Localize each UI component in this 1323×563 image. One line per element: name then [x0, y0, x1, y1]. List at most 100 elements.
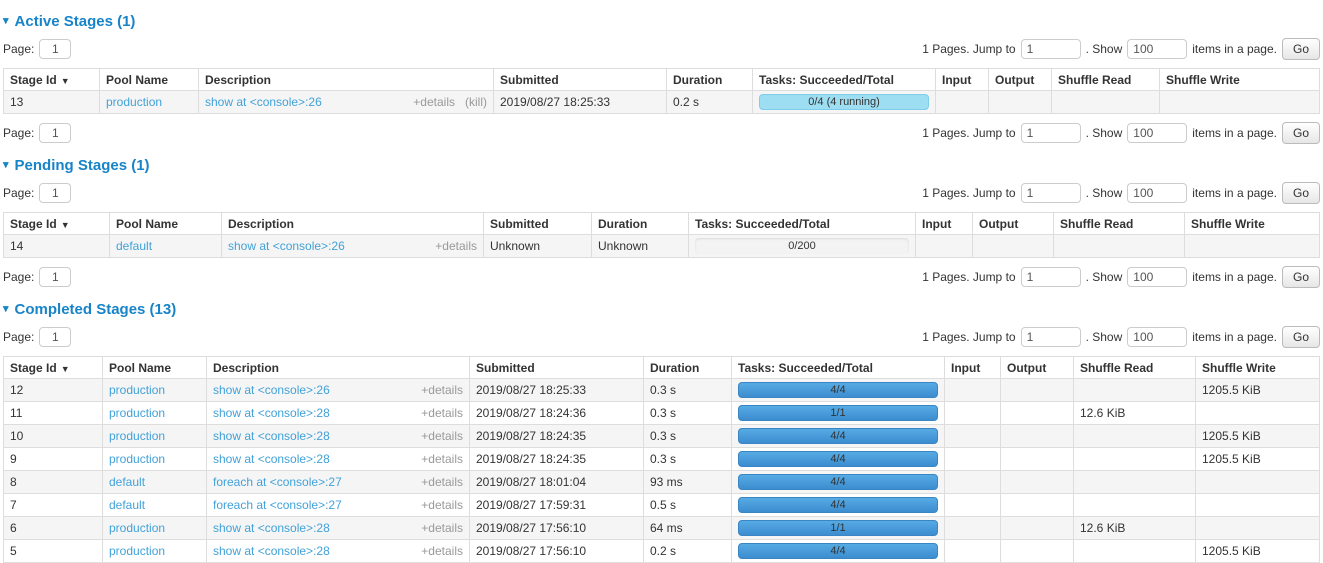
- page-number-input[interactable]: [39, 183, 72, 203]
- jump-to-input[interactable]: [1020, 39, 1081, 59]
- details-toggle[interactable]: +details: [421, 544, 463, 558]
- pool-name-link[interactable]: production: [106, 95, 163, 109]
- pool-name-link[interactable]: production: [109, 521, 166, 535]
- column-header-output[interactable]: Output: [988, 68, 1052, 91]
- column-header-tasks[interactable]: Tasks: Succeeded/Total: [731, 356, 945, 379]
- column-header-pool-name[interactable]: Pool Name: [109, 212, 222, 235]
- column-header-duration[interactable]: Duration: [666, 68, 753, 91]
- column-header-tasks[interactable]: Tasks: Succeeded/Total: [752, 68, 936, 91]
- description-link[interactable]: show at <console>:28: [213, 452, 330, 466]
- show-count-input[interactable]: [1127, 327, 1188, 347]
- jump-to-input[interactable]: [1020, 327, 1081, 347]
- details-toggle[interactable]: +details: [413, 95, 455, 109]
- show-count-input[interactable]: [1127, 183, 1188, 203]
- pool-name-link[interactable]: production: [109, 383, 166, 397]
- jump-to-input[interactable]: [1020, 267, 1081, 287]
- items-per-page-text: items in a page.: [1192, 270, 1277, 284]
- column-header-description[interactable]: Description: [221, 212, 484, 235]
- description-wrap: show at <console>:28 +details: [213, 544, 463, 558]
- section-heading-active-stages[interactable]: ▾ Active Stages (1): [3, 13, 1320, 30]
- tasks-progress-label: 0/200: [788, 240, 816, 252]
- column-header-submitted[interactable]: Submitted: [469, 356, 644, 379]
- column-header-pool-name[interactable]: Pool Name: [102, 356, 207, 379]
- description-link[interactable]: foreach at <console>:27: [213, 475, 342, 489]
- description-cell: show at <console>:26 +details: [221, 234, 484, 258]
- column-header-label: Stage Id: [10, 216, 57, 231]
- page-number-input[interactable]: [39, 39, 72, 59]
- column-header-input[interactable]: Input: [935, 68, 989, 91]
- duration-cell: 0.3 s: [643, 424, 732, 448]
- section-heading-pending-stages[interactable]: ▾ Pending Stages (1): [3, 157, 1320, 174]
- column-header-submitted[interactable]: Submitted: [483, 212, 592, 235]
- column-header-duration[interactable]: Duration: [643, 356, 732, 379]
- shuffle-read-cell: 12.6 KiB: [1073, 401, 1196, 425]
- go-button[interactable]: Go: [1281, 266, 1320, 288]
- column-header-output[interactable]: Output: [1000, 356, 1074, 379]
- column-header-shuffle-write[interactable]: Shuffle Write: [1184, 212, 1320, 235]
- tasks-cell: 4/4: [731, 470, 945, 494]
- column-header-stage-id[interactable]: Stage Id ▼: [3, 356, 103, 379]
- column-header-duration[interactable]: Duration: [591, 212, 689, 235]
- pool-name-link[interactable]: default: [109, 498, 146, 512]
- output-cell: [1000, 493, 1074, 517]
- details-toggle[interactable]: +details: [421, 475, 463, 489]
- column-header-shuffle-read[interactable]: Shuffle Read: [1051, 68, 1160, 91]
- pool-name-link[interactable]: production: [109, 452, 166, 466]
- description-link[interactable]: show at <console>:26: [213, 383, 330, 397]
- page-number-input[interactable]: [39, 267, 72, 287]
- column-header-stage-id[interactable]: Stage Id ▼: [3, 68, 100, 91]
- column-header-input[interactable]: Input: [944, 356, 1001, 379]
- column-header-shuffle-read[interactable]: Shuffle Read: [1053, 212, 1185, 235]
- column-header-stage-id[interactable]: Stage Id ▼: [3, 212, 110, 235]
- jump-to-input[interactable]: [1020, 183, 1081, 203]
- jump-to-input[interactable]: [1020, 123, 1081, 143]
- column-header-pool-name[interactable]: Pool Name: [99, 68, 199, 91]
- page-label: Page:: [3, 126, 35, 140]
- description-link[interactable]: show at <console>:26: [205, 95, 322, 109]
- column-header-shuffle-write[interactable]: Shuffle Write: [1195, 356, 1320, 379]
- details-toggle[interactable]: +details: [421, 452, 463, 466]
- go-button[interactable]: Go: [1281, 182, 1320, 204]
- description-link[interactable]: foreach at <console>:27: [213, 498, 342, 512]
- go-button[interactable]: Go: [1281, 122, 1320, 144]
- go-button[interactable]: Go: [1281, 38, 1320, 60]
- details-toggle[interactable]: +details: [435, 239, 477, 253]
- pool-name-cell: production: [102, 378, 207, 402]
- description-link[interactable]: show at <console>:28: [213, 429, 330, 443]
- column-header-shuffle-write[interactable]: Shuffle Write: [1159, 68, 1320, 91]
- show-count-input[interactable]: [1127, 267, 1188, 287]
- details-toggle[interactable]: +details: [421, 429, 463, 443]
- page-number-input[interactable]: [39, 327, 72, 347]
- column-header-description[interactable]: Description: [198, 68, 494, 91]
- description-link[interactable]: show at <console>:28: [213, 406, 330, 420]
- description-wrap: show at <console>:26 +details: [213, 383, 463, 397]
- tasks-cell: 1/1: [731, 401, 945, 425]
- show-count-input[interactable]: [1127, 39, 1188, 59]
- column-header-description[interactable]: Description: [206, 356, 470, 379]
- description-cell: show at <console>:28 +details: [206, 539, 470, 563]
- column-header-submitted[interactable]: Submitted: [493, 68, 667, 91]
- column-header-output[interactable]: Output: [972, 212, 1054, 235]
- column-header-input[interactable]: Input: [915, 212, 973, 235]
- description-link[interactable]: show at <console>:28: [213, 521, 330, 535]
- details-toggle[interactable]: +details: [421, 498, 463, 512]
- column-header-shuffle-read[interactable]: Shuffle Read: [1073, 356, 1196, 379]
- go-button[interactable]: Go: [1281, 326, 1320, 348]
- description-link[interactable]: show at <console>:28: [213, 544, 330, 558]
- section-heading-completed-stages[interactable]: ▾ Completed Stages (13): [3, 301, 1320, 318]
- pool-name-link[interactable]: default: [109, 475, 146, 489]
- pool-name-link[interactable]: default: [116, 239, 153, 253]
- page-number-input[interactable]: [39, 123, 72, 143]
- pool-name-link[interactable]: production: [109, 429, 166, 443]
- show-count-input[interactable]: [1127, 123, 1188, 143]
- kill-link[interactable]: (kill): [465, 95, 487, 109]
- details-toggle[interactable]: +details: [421, 383, 463, 397]
- description-cell: show at <console>:26 +details: [206, 378, 470, 402]
- description-link[interactable]: show at <console>:26: [228, 239, 345, 253]
- submitted-cell: Unknown: [483, 234, 592, 258]
- column-header-tasks[interactable]: Tasks: Succeeded/Total: [688, 212, 916, 235]
- details-toggle[interactable]: +details: [421, 521, 463, 535]
- pool-name-link[interactable]: production: [109, 406, 166, 420]
- pool-name-link[interactable]: production: [109, 544, 166, 558]
- details-toggle[interactable]: +details: [421, 406, 463, 420]
